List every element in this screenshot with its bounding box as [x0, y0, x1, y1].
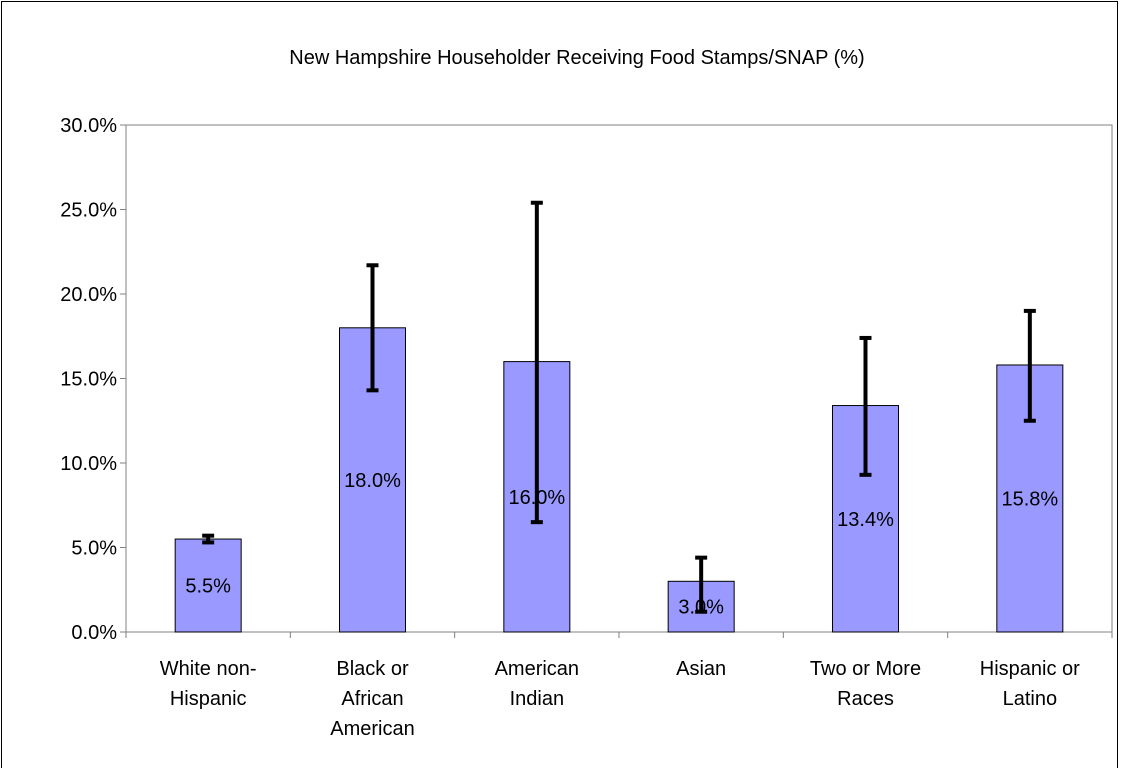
y-tick-label: 25.0%: [60, 200, 117, 222]
x-category-label: Black or African American: [330, 658, 414, 740]
y-tick-label: 30.0%: [60, 115, 117, 137]
data-label: 5.5%: [185, 576, 231, 598]
data-label: 13.4%: [837, 509, 894, 531]
data-label: 18.0%: [344, 470, 401, 492]
plot-area: 0.0% 5.0% 10.0% 15.0% 20.0% 25.0% 30.0% 5.5% Whi…: [60, 115, 1113, 740]
x-category-label: Two or More Races: [810, 658, 921, 710]
x-category-label: White non-Hispanic: [160, 658, 257, 710]
y-tick-label: 0.0%: [71, 622, 117, 644]
x-category-label: Asian: [676, 658, 726, 680]
y-tick-label: 10.0%: [60, 453, 117, 475]
bar: [174, 538, 242, 633]
x-category-label: American Indian: [495, 658, 579, 710]
y-tick-label: 15.0%: [60, 369, 117, 391]
x-category-label: Hispanic or Latino: [980, 658, 1080, 710]
y-tick-label: 20.0%: [60, 284, 117, 306]
y-tick-label: 5.0%: [71, 538, 117, 560]
data-label: 15.8%: [1001, 488, 1058, 510]
plot-border: [125, 124, 1113, 633]
chart-title: New Hampshire Householder Receiving Food…: [289, 47, 864, 69]
